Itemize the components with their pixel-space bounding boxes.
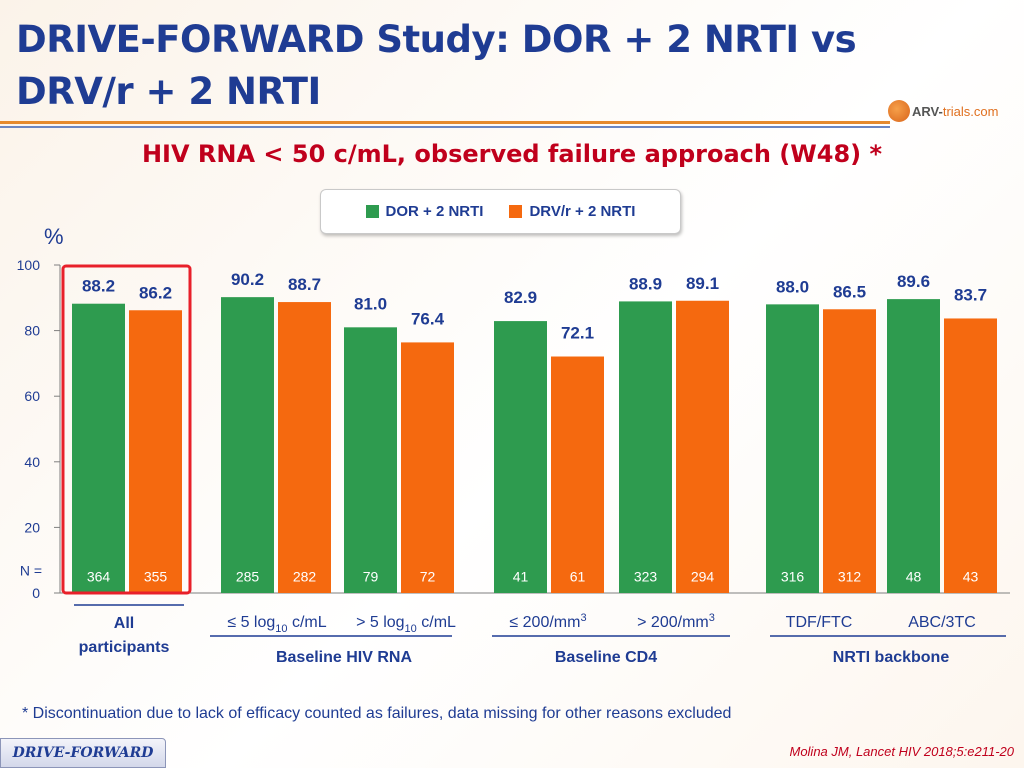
footnote: * Discontinuation due to lack of efficac… xyxy=(22,705,732,722)
logo-suffix: trials.com xyxy=(942,104,999,119)
logo-text: ARV-trials.com xyxy=(912,104,998,119)
bar-dor xyxy=(887,299,940,593)
bar-n-label: 79 xyxy=(363,569,379,585)
chart-legend: DOR + 2 NRTI DRV/r + 2 NRTI xyxy=(320,189,681,234)
y-tick-label: 0 xyxy=(32,585,40,601)
bar-value-label: 86.2 xyxy=(139,283,172,302)
bar-value-label: 88.0 xyxy=(776,277,809,296)
bar-value-label: 88.2 xyxy=(82,277,115,296)
legend-swatch-drv xyxy=(509,205,523,218)
x-label-all-line1: All xyxy=(114,615,134,632)
bar-value-label: 81.0 xyxy=(354,294,387,313)
x-label-rna-low-b: c/mL xyxy=(288,614,327,631)
y-tick-label: 60 xyxy=(24,388,40,404)
x-label-rna-high-sub: 10 xyxy=(405,623,417,635)
x-label-tdf: TDF/FTC xyxy=(786,614,853,631)
bar-value-label: 89.6 xyxy=(897,272,930,291)
y-tick-label: 80 xyxy=(24,323,40,339)
bar-drv xyxy=(676,300,729,593)
legend-label-drv: DRV/r + 2 NRTI xyxy=(529,203,636,220)
x-label-rna-low-sub: 10 xyxy=(275,623,287,635)
bar-value-label: 82.9 xyxy=(504,288,537,307)
bar-dor xyxy=(221,297,274,593)
legend-item-drv: DRV/r + 2 NRTI xyxy=(509,203,635,220)
highlight-box-all-participants xyxy=(61,264,192,595)
legend-swatch-dor xyxy=(365,205,379,218)
bar-n-label: 285 xyxy=(236,569,260,585)
x-label-rna-high: > 5 log10 c/mL xyxy=(356,614,456,635)
bar-dor xyxy=(344,327,397,593)
bar-n-label: 43 xyxy=(963,569,979,585)
x-label-cd4-low-sup: 3 xyxy=(580,612,586,624)
x-label-cd4-high-sup: 3 xyxy=(709,612,715,624)
bar-n-label: 316 xyxy=(781,569,805,585)
logo-prefix: ARV- xyxy=(912,104,943,119)
group-label-rna: Baseline HIV RNA xyxy=(276,649,412,666)
citation: Molina JM, Lancet HIV 2018;5:e211-20 xyxy=(789,744,1014,759)
x-label-cd4-low-a: ≤ 200/mm xyxy=(509,614,580,631)
x-label-rna-high-a: > 5 log xyxy=(356,614,404,631)
bar-drv xyxy=(401,342,454,593)
bar-n-label: 72 xyxy=(420,569,436,585)
x-label-cd4-low: ≤ 200/mm3 xyxy=(509,612,586,631)
x-label-rna-high-b: c/mL xyxy=(417,614,456,631)
bar-drv xyxy=(551,356,604,593)
bar-value-label: 72.1 xyxy=(561,324,594,343)
y-axis-unit: % xyxy=(44,224,64,249)
x-label-cd4-high: > 200/mm3 xyxy=(637,612,715,631)
x-label-rna-low: ≤ 5 log10 c/mL xyxy=(227,614,326,635)
bar-n-label: 312 xyxy=(838,569,862,585)
legend-item-dor: DOR + 2 NRTI xyxy=(365,203,484,220)
bar-dor xyxy=(619,301,672,593)
x-label-rna-low-a: ≤ 5 log xyxy=(227,614,275,631)
y-tick-label: 100 xyxy=(17,257,41,273)
bar-drv xyxy=(823,309,876,593)
y-tick-label: 40 xyxy=(24,454,40,470)
bar-value-label: 88.7 xyxy=(288,275,321,294)
study-tag: DRIVE-FORWARD xyxy=(0,738,166,768)
legend-label-dor: DOR + 2 NRTI xyxy=(385,203,484,220)
x-label-cd4-high-a: > 200/mm xyxy=(637,614,709,631)
bar-dor xyxy=(72,303,125,593)
title-rule-orange xyxy=(0,121,890,124)
arv-trials-logo: ARV-trials.com xyxy=(888,100,1016,126)
bar-drv xyxy=(129,310,182,593)
page-title: DRIVE-FORWARD Study: DOR + 2 NRTI vs DRV… xyxy=(16,18,857,113)
bar-n-label: 61 xyxy=(570,569,586,585)
bar-value-label: 86.5 xyxy=(833,282,866,301)
bar-n-label: 355 xyxy=(144,569,168,585)
bar-value-label: 90.2 xyxy=(231,270,264,289)
y-tick-label: 20 xyxy=(24,519,40,535)
bar-drv xyxy=(278,302,331,593)
chart-title: HIV RNA < 50 c/mL, observed failure appr… xyxy=(141,140,883,168)
x-label-all-line2: participants xyxy=(79,639,170,656)
bar-dor xyxy=(494,321,547,593)
bar-dor xyxy=(766,304,819,593)
bar-n-label: 48 xyxy=(906,569,922,585)
bar-n-label: 41 xyxy=(513,569,529,585)
bar-value-label: 76.4 xyxy=(411,309,445,328)
bar-value-label: 89.1 xyxy=(686,274,719,293)
bar-value-label: 83.7 xyxy=(954,285,987,304)
bar-value-label: 88.9 xyxy=(629,274,662,293)
n-label: N = xyxy=(20,563,42,579)
group-label-cd4: Baseline CD4 xyxy=(555,649,657,666)
bar-n-label: 323 xyxy=(634,569,658,585)
bar-chart: 100 80 60 40 20 0 N = 88.2 364 86.2 355 90.2 285 88.… xyxy=(17,257,1010,666)
group-label-nrti: NRTI backbone xyxy=(833,649,950,666)
title-rule-blue xyxy=(0,126,890,128)
x-label-abc: ABC/3TC xyxy=(908,614,976,631)
bar-n-label: 364 xyxy=(87,569,111,585)
bar-drv xyxy=(944,318,997,593)
bar-n-label: 294 xyxy=(691,569,715,585)
bar-n-label: 282 xyxy=(293,569,317,585)
logo-icon xyxy=(888,100,910,122)
